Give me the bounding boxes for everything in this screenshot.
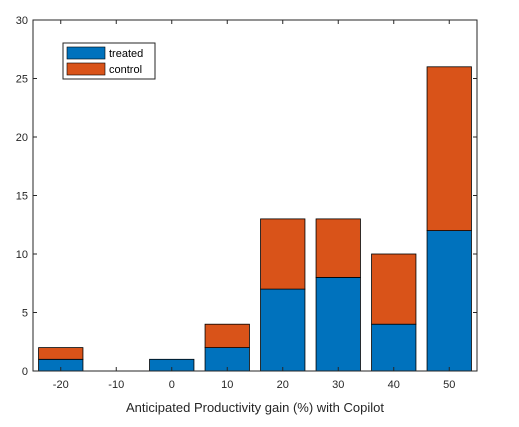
bar-control-10 [204,323,250,349]
x-tick-label: 50 [443,379,455,391]
y-tick-label: 20 [16,132,28,144]
y-tick-label: 10 [16,249,28,261]
bar-control-40 [371,253,417,325]
legend-label-treated: treated [109,48,143,60]
y-tick-label: 0 [22,366,28,378]
bar-treated-30 [315,276,361,372]
y-tick-label: 30 [16,15,28,27]
x-axis-ticks: -20 -10 0 10 20 30 40 50 [53,20,455,391]
x-tick-label: 10 [221,379,233,391]
legend-swatch-control [66,62,106,76]
x-tick-label: 20 [277,379,289,391]
bar-treated-20 [260,288,306,372]
y-tick-label: 15 [16,191,28,203]
y-tick-label: 25 [16,74,28,86]
x-tick-label: 30 [332,379,344,391]
bar-control-50 [426,66,472,232]
legend-swatch-treated [66,46,106,60]
x-tick-label: 0 [169,379,175,391]
x-tick-label: 40 [388,379,400,391]
bar-control-30 [315,218,361,278]
plot-frame [32,19,478,372]
bar-treated-40 [371,323,417,372]
y-axis-ticks: 0 5 10 15 20 25 30 [16,15,477,378]
legend-label-control: control [109,64,142,76]
x-tick-label: -20 [53,379,69,391]
bar-control-20 [260,218,306,290]
y-tick-label: 5 [22,308,28,320]
bars-layer [38,66,472,372]
bar-treated-50 [426,230,472,372]
x-tick-label: -10 [108,379,124,391]
x-axis-label: Anticipated Productivity gain (%) with C… [126,400,384,415]
legend: treated control [62,42,156,80]
bar-control--20 [38,347,84,360]
